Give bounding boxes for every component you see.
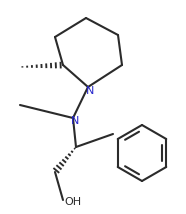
Text: N: N (86, 86, 94, 96)
Text: OH: OH (64, 197, 82, 207)
Text: N: N (71, 116, 79, 126)
